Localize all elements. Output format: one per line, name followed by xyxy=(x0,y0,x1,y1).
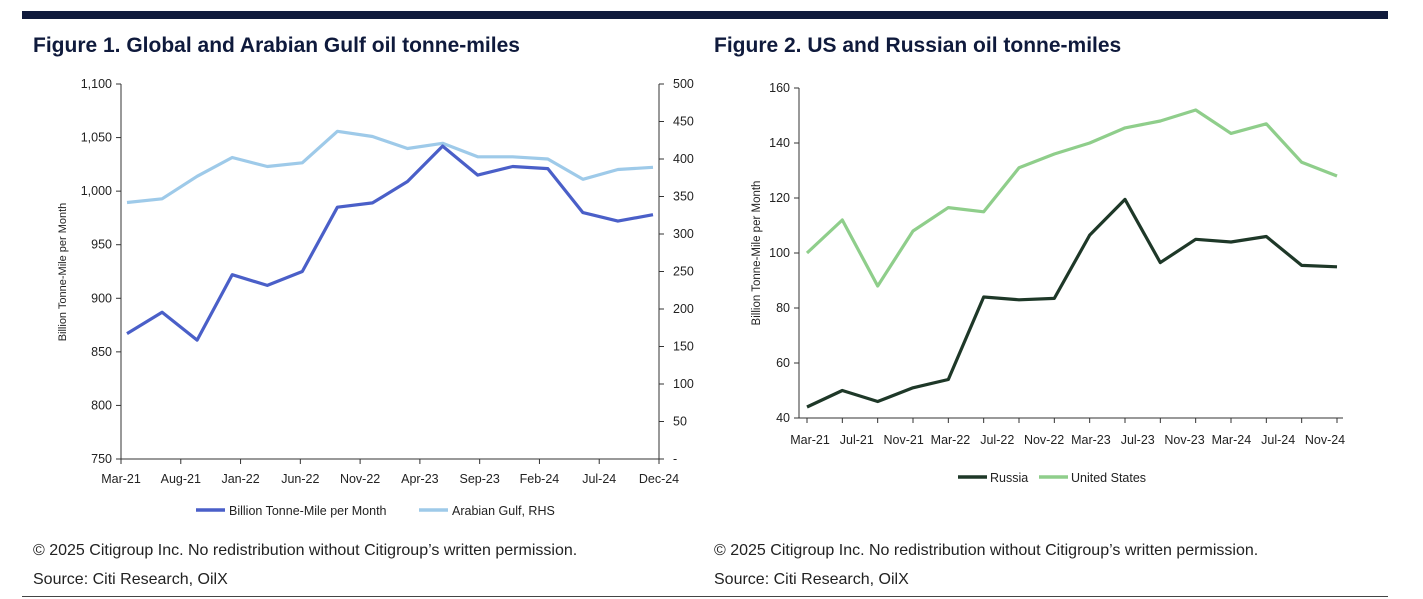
x-tick-label: Jul-21 xyxy=(840,433,874,447)
x-tick-label: Nov-22 xyxy=(1024,433,1064,447)
y-tick-label: 160 xyxy=(769,81,790,95)
series-global-line xyxy=(126,144,654,342)
figure2-source: Source: Citi Research, OilX xyxy=(714,571,909,588)
y2-tick-label: - xyxy=(673,452,677,466)
y2-tick-label: 150 xyxy=(673,340,694,354)
legend-label-russia: Russia xyxy=(990,471,1028,485)
x-tick-label: Jul-24 xyxy=(1261,433,1295,447)
figure1-chart: 750 800 850 900 950 1,000 1,050 1,100 - 50 100 150 2… xyxy=(57,77,694,518)
series-united-states-line xyxy=(805,108,1338,288)
y2-tick-label: 200 xyxy=(673,302,694,316)
top-rule xyxy=(22,11,1388,19)
y-tick-label: 750 xyxy=(91,452,112,466)
y-tick-label: 120 xyxy=(769,191,790,205)
y-tick-label: 900 xyxy=(91,291,112,305)
y-axis-label: Billion Tonne-Mile per Month xyxy=(751,181,763,326)
x-tick-label: Nov-23 xyxy=(1164,433,1204,447)
y-tick-label: 1,000 xyxy=(81,184,112,198)
y-tick-label: 950 xyxy=(91,238,112,252)
x-tick-label: Mar-22 xyxy=(931,433,971,447)
series-russia-line xyxy=(806,197,1338,409)
figure2-title: Figure 2. US and Russian oil tonne-miles xyxy=(714,34,1122,57)
x-tick-label: Apr-23 xyxy=(401,472,439,486)
x-tick-label: Jun-22 xyxy=(281,472,319,486)
y2-tick-label: 100 xyxy=(673,377,694,391)
x-tick-label: Mar-21 xyxy=(790,433,830,447)
y-tick-label: 80 xyxy=(776,301,790,315)
figure1-source: Source: Citi Research, OilX xyxy=(33,571,228,588)
legend-label-arabian-gulf: Arabian Gulf, RHS xyxy=(452,504,555,518)
series-arabian-gulf-line xyxy=(126,129,654,205)
y-tick-label: 60 xyxy=(776,356,790,370)
x-tick-label: Jul-22 xyxy=(980,433,1014,447)
x-tick-label: Mar-21 xyxy=(101,472,141,486)
y2-tick-label: 500 xyxy=(673,77,694,91)
y-tick-label: 100 xyxy=(769,246,790,260)
y-tick-label: 850 xyxy=(91,345,112,359)
figure1-copyright: © 2025 Citigroup Inc. No redistribution … xyxy=(33,542,578,559)
figure2-chart: 40 60 80 100 120 140 160 Mar-21 Jul-21 Nov-21 Mar-… xyxy=(751,81,1345,485)
y2-tick-label: 50 xyxy=(673,415,687,429)
y2-tick-label: 300 xyxy=(673,227,694,241)
x-tick-label: Aug-21 xyxy=(161,472,201,486)
x-tick-label: Jul-24 xyxy=(582,472,616,486)
bottom-rule xyxy=(22,596,1388,597)
y-tick-label: 40 xyxy=(776,411,790,425)
figure1-title: Figure 1. Global and Arabian Gulf oil to… xyxy=(33,34,520,57)
y2-tick-label: 450 xyxy=(673,115,694,129)
x-tick-label: Nov-22 xyxy=(340,472,380,486)
y-tick-label: 1,100 xyxy=(81,77,112,91)
legend-label-global: Billion Tonne-Mile per Month xyxy=(229,504,387,518)
y2-tick-label: 400 xyxy=(673,152,694,166)
y2-tick-label: 350 xyxy=(673,190,694,204)
x-tick-label: Sep-23 xyxy=(460,472,500,486)
x-tick-label: Mar-23 xyxy=(1071,433,1111,447)
x-tick-label: Feb-24 xyxy=(520,472,560,486)
x-tick-label: Jul-23 xyxy=(1121,433,1155,447)
x-tick-label: Mar-24 xyxy=(1212,433,1252,447)
y-axis-label: Billion Tonne-Mile per Month xyxy=(57,203,69,342)
x-tick-label: Nov-21 xyxy=(883,433,923,447)
figure2-copyright: © 2025 Citigroup Inc. No redistribution … xyxy=(714,542,1259,559)
y-tick-label: 800 xyxy=(91,398,112,412)
y2-tick-label: 250 xyxy=(673,265,694,279)
y-tick-label: 140 xyxy=(769,136,790,150)
x-tick-label: Jan-22 xyxy=(221,472,259,486)
legend-label-united-states: United States xyxy=(1071,471,1146,485)
x-tick-label: Nov-24 xyxy=(1305,433,1345,447)
x-tick-label: Dec-24 xyxy=(639,472,679,486)
y-tick-label: 1,050 xyxy=(81,131,112,145)
